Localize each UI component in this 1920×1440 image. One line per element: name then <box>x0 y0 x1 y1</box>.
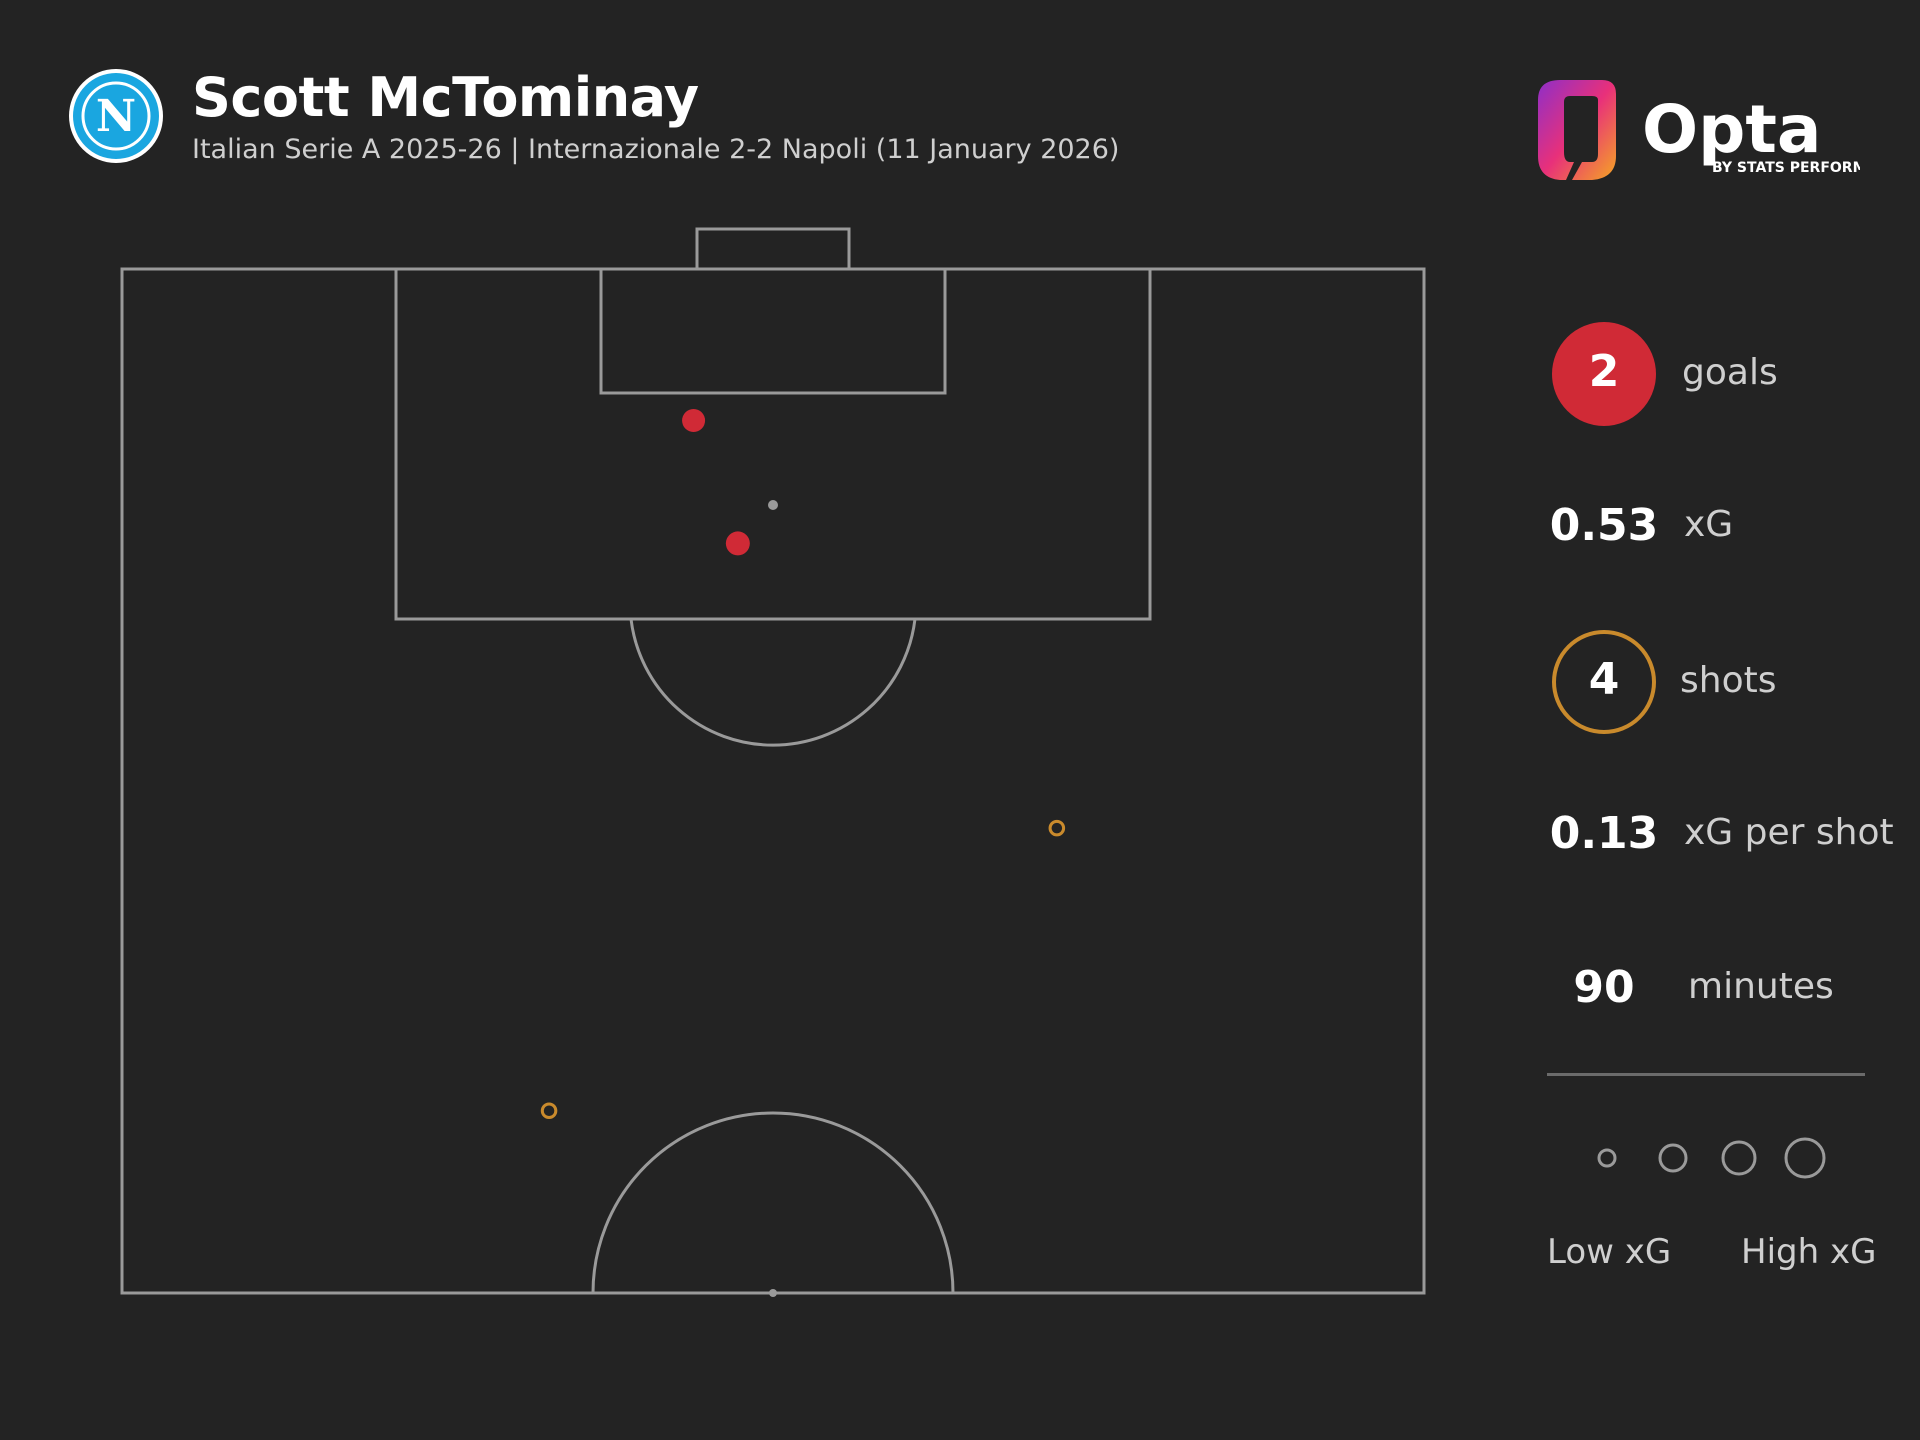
goal-shot-marker-1 <box>682 409 706 433</box>
match-subtitle: Italian Serie A 2025-26 | Internazionale… <box>192 134 1120 165</box>
shots-circle-icon <box>1552 630 1656 734</box>
penalty-spot <box>768 500 778 510</box>
legend-low-label: Low xG <box>1547 1232 1672 1272</box>
legend-high-label: High xG <box>1741 1232 1877 1272</box>
goals-value: 2 <box>1588 346 1620 397</box>
xg-label: xG <box>1684 504 1734 545</box>
centre-circle <box>591 1111 955 1294</box>
brand-name: Opta <box>1642 91 1821 168</box>
legend-high-xg-circle <box>1784 1137 1826 1179</box>
goals-stat: 2 goals <box>1540 322 1920 432</box>
badge-letter: N <box>96 91 136 142</box>
stats-panel: 2 goals 0.53 xG 4 shots 0.13 xG per shot… <box>1540 300 1920 1300</box>
player-name: Scott McTominay <box>192 66 699 129</box>
minutes-label: minutes <box>1688 966 1834 1007</box>
legend-medium-low-xg-circle <box>1658 1143 1688 1173</box>
pitch-outline <box>120 267 1426 1295</box>
goals-circle-icon <box>1552 322 1656 426</box>
shots-value: 4 <box>1588 654 1620 705</box>
shot-map-pitch <box>120 227 1426 1297</box>
xg-per-shot-value: 0.13 <box>1549 808 1659 859</box>
opta-logo-icon: Opta BY STATS PERFORM <box>1538 80 1860 180</box>
minutes-stat: 90 minutes <box>1540 958 1920 1068</box>
stats-divider <box>1547 1073 1865 1076</box>
minutes-value: 90 <box>1573 962 1635 1013</box>
goal-frame <box>695 227 851 271</box>
shot-marker-1 <box>1048 819 1066 837</box>
legend-low-xg-circle <box>1597 1148 1617 1168</box>
shots-label: shots <box>1680 660 1777 701</box>
xg-per-shot-stat: 0.13 xG per shot <box>1540 804 1920 914</box>
shots-layer <box>540 409 1066 1119</box>
penalty-area <box>394 267 1152 621</box>
six-yard-box <box>599 267 947 395</box>
brand-tagline: BY STATS PERFORM <box>1712 160 1860 176</box>
shots-stat: 4 shots <box>1540 630 1920 740</box>
centre-spot <box>769 1289 777 1297</box>
goals-label: goals <box>1682 352 1778 393</box>
xg-size-legend <box>1597 1137 1826 1179</box>
goal-shot-marker-2 <box>725 531 750 556</box>
xg-stat: 0.53 xG <box>1540 496 1920 606</box>
legend-medium-high-xg-circle <box>1721 1140 1757 1176</box>
xg-per-shot-label: xG per shot <box>1684 812 1894 853</box>
penalty-arc <box>629 618 917 747</box>
shot-marker-2 <box>540 1102 558 1119</box>
napoli-badge-icon: N <box>69 69 163 163</box>
header: N Scott McTominay Italian Serie A 2025-2… <box>0 0 1920 220</box>
xg-value: 0.53 <box>1549 500 1659 551</box>
